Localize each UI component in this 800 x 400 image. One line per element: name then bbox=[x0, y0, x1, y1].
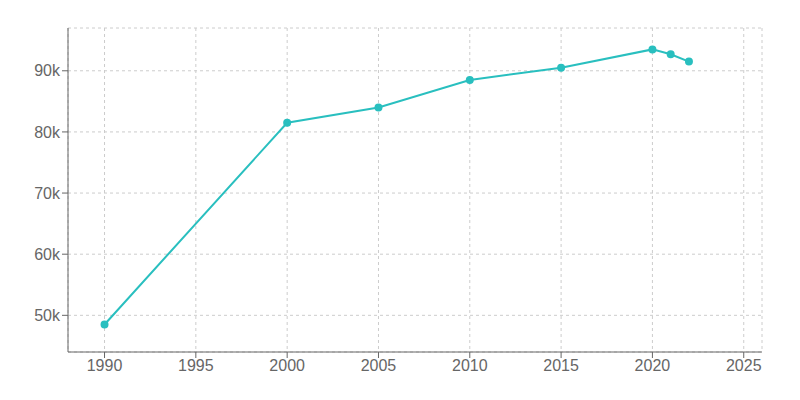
svg-text:2010: 2010 bbox=[452, 357, 488, 374]
svg-text:50k: 50k bbox=[34, 307, 61, 324]
svg-text:2025: 2025 bbox=[726, 357, 762, 374]
svg-text:2020: 2020 bbox=[635, 357, 671, 374]
svg-text:1995: 1995 bbox=[178, 357, 214, 374]
svg-text:2015: 2015 bbox=[543, 357, 579, 374]
svg-text:1990: 1990 bbox=[87, 357, 123, 374]
svg-text:90k: 90k bbox=[34, 62, 61, 79]
svg-text:70k: 70k bbox=[34, 185, 61, 202]
svg-text:80k: 80k bbox=[34, 124, 61, 141]
svg-text:2005: 2005 bbox=[361, 357, 397, 374]
svg-text:60k: 60k bbox=[34, 246, 61, 263]
svg-text:2000: 2000 bbox=[269, 357, 305, 374]
